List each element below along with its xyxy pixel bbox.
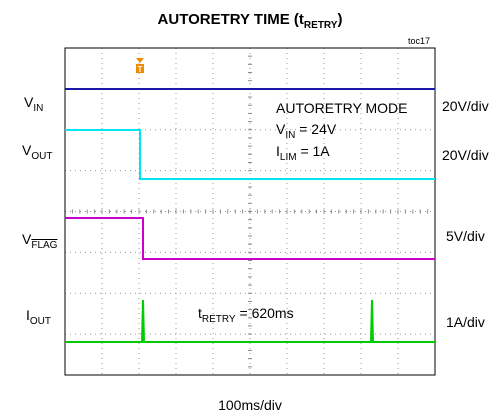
channel-label: VIN	[24, 94, 43, 114]
channel-scale: 20V/div	[442, 147, 489, 163]
channel-scale: 5V/div	[446, 228, 485, 244]
vflag-trace	[65, 217, 435, 260]
figure-id: toc17	[408, 36, 430, 46]
channel-scale: 20V/div	[442, 98, 489, 114]
channel-label: VFLAG	[22, 231, 58, 251]
title: AUTORETRY TIME (tRETRY)	[158, 11, 343, 31]
annotation: ILIM = 1A	[276, 143, 330, 163]
iout-trace	[65, 299, 435, 343]
channel-label: IOUT	[26, 307, 51, 327]
plot-frame	[64, 47, 436, 376]
annotation: AUTORETRY MODE	[276, 100, 407, 116]
grid	[64, 47, 436, 376]
trigger-marker: T	[136, 58, 144, 74]
channel-label: VOUT	[22, 142, 52, 162]
svg-text:T: T	[138, 65, 143, 74]
channel-scale: 1A/div	[446, 314, 485, 330]
annotation: VIN = 24V	[276, 121, 337, 141]
time-scale: 100ms/div	[218, 397, 282, 413]
vout-trace	[65, 129, 435, 180]
annotation: tRETRY = 620ms	[198, 305, 294, 325]
